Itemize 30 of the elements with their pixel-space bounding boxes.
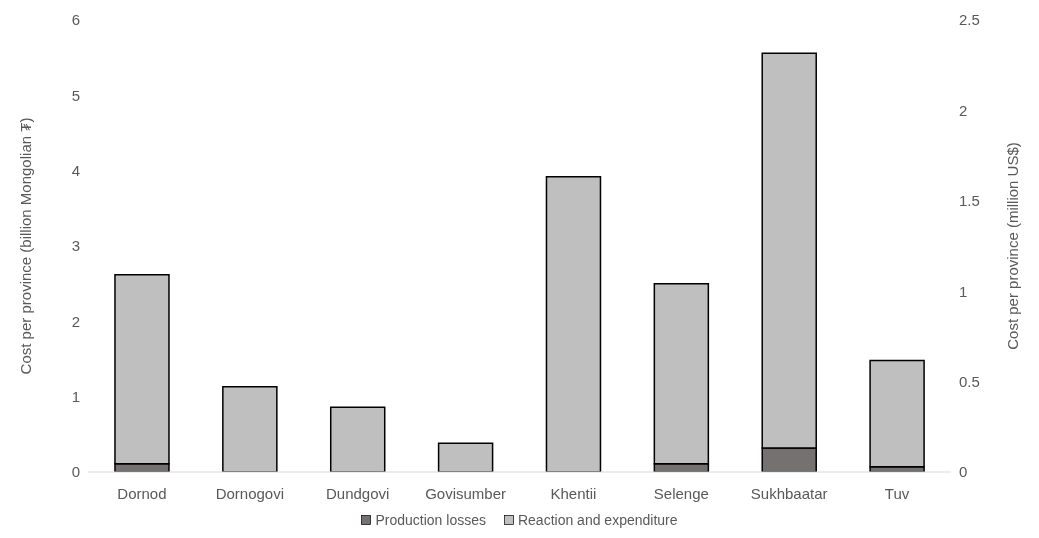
y-tick-label: 0	[71, 463, 80, 481]
y2-tick-label: 1.5	[959, 192, 980, 210]
y2-axis-title: Cost per province (million US$)	[1004, 142, 1022, 350]
legend-label: Reaction and expenditure	[516, 512, 678, 528]
y-tick-label: 5	[71, 86, 80, 104]
y-tick-label: 2	[71, 312, 80, 330]
y2-tick-label: 2.5	[959, 11, 980, 29]
y-tick-label: 4	[71, 161, 80, 179]
bar	[437, 442, 494, 472]
y2-tick-label: 0.5	[959, 372, 980, 390]
x-tick-label: Govisumber	[425, 484, 506, 502]
x-tick-label: Tuv	[884, 484, 910, 502]
y2-tick-label: 0	[959, 463, 968, 481]
x-tick-label: Selenge	[653, 484, 709, 502]
y-tick-label: 3	[71, 237, 80, 255]
bar	[869, 359, 925, 468]
x-tick-label: Dornogovi	[215, 484, 284, 502]
y-axis-title: Cost per province (billion Mongolian ₮)	[17, 117, 35, 375]
legend-label: Production losses	[374, 512, 486, 528]
y-tick-label: 1	[71, 387, 80, 405]
bar	[545, 175, 602, 472]
y2-tick-label: 1	[959, 282, 968, 300]
x-tick-label: Sukhbaatar	[750, 484, 828, 502]
bar	[329, 406, 386, 472]
x-tick-label: Dundgovi	[325, 484, 390, 502]
y2-tick-label: 2	[959, 101, 968, 119]
x-tick-label: Khentii	[550, 484, 597, 502]
y-tick-label: 6	[71, 11, 80, 29]
bar	[222, 386, 278, 472]
x-tick-label: Dornod	[117, 484, 167, 502]
